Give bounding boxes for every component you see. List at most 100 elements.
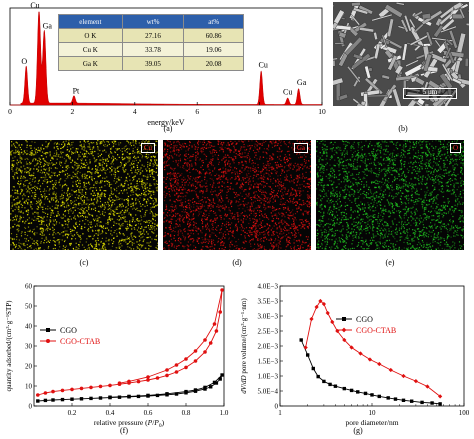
data-point bbox=[314, 304, 319, 310]
data-point bbox=[51, 389, 55, 394]
data-point bbox=[108, 395, 112, 399]
data-point bbox=[146, 393, 150, 398]
map-label-o: O bbox=[449, 143, 461, 153]
data-point bbox=[212, 322, 217, 326]
data-point bbox=[388, 367, 393, 373]
data-point bbox=[430, 401, 434, 405]
data-point bbox=[220, 288, 224, 292]
panel-label-b: (b) bbox=[398, 124, 408, 133]
data-point bbox=[311, 366, 315, 371]
legend-marker bbox=[341, 327, 347, 333]
y-tick-label: 2.0E−3 bbox=[258, 343, 279, 351]
data-point bbox=[165, 373, 169, 378]
data-point bbox=[60, 388, 65, 393]
data-point bbox=[367, 357, 373, 362]
x-tick-label: 100 bbox=[459, 409, 470, 417]
data-point bbox=[60, 397, 65, 402]
data-point bbox=[218, 310, 222, 314]
data-point bbox=[393, 397, 398, 401]
table-cell: Cu K bbox=[58, 42, 123, 57]
table-cell: 33.78 bbox=[121, 42, 185, 57]
data-point bbox=[146, 375, 150, 379]
data-point bbox=[203, 338, 207, 342]
table-row: Cu K 33.78 19.06 bbox=[58, 42, 244, 57]
eds-peak-label: O bbox=[21, 57, 27, 66]
y-tick-label: 4.0E−3 bbox=[258, 283, 279, 291]
data-point bbox=[220, 373, 224, 377]
data-point bbox=[127, 379, 131, 384]
data-point bbox=[377, 361, 382, 367]
data-point bbox=[208, 341, 213, 345]
data-point bbox=[203, 350, 207, 354]
data-point bbox=[370, 393, 374, 397]
x-axis-label: relative pressure (P/P0) bbox=[94, 418, 165, 429]
data-point bbox=[165, 368, 169, 372]
x-tick-label: 0.8 bbox=[182, 409, 191, 417]
data-point bbox=[79, 397, 84, 401]
sem-micrograph: 5 μm bbox=[333, 2, 469, 106]
data-point bbox=[316, 374, 320, 379]
y-axis-label: dV/dD pore volume/(cm³·g⁻¹·nm) bbox=[240, 298, 248, 394]
data-point bbox=[136, 394, 141, 399]
data-point bbox=[322, 379, 326, 384]
data-point bbox=[155, 393, 160, 398]
x-tick-label: 0.2 bbox=[68, 409, 77, 417]
x-tick-label: 0.6 bbox=[144, 409, 153, 417]
map-label-cu: Cu bbox=[140, 143, 155, 153]
eds-x-tick-label: 8 bbox=[258, 107, 262, 116]
y-tick-label: 5.0E−4 bbox=[258, 388, 279, 396]
data-point bbox=[79, 386, 84, 391]
data-point bbox=[349, 388, 354, 393]
data-point bbox=[299, 338, 303, 342]
data-point bbox=[127, 394, 131, 399]
elemental-map-cu: Cu bbox=[10, 140, 158, 250]
data-point bbox=[413, 378, 419, 384]
data-point bbox=[356, 390, 360, 394]
data-point bbox=[401, 373, 406, 379]
data-point bbox=[174, 392, 179, 396]
data-point bbox=[155, 376, 160, 380]
isotherm-chart: 0 10 20 30 40 50 60 0.2 0.4 0.6 0.8 1.0 CGO CGO-CTAB r… bbox=[5, 283, 229, 430]
legend-label: CGO bbox=[60, 326, 77, 335]
legend-marker bbox=[46, 328, 50, 332]
data-point bbox=[214, 329, 219, 333]
legend-label: CGO bbox=[356, 315, 373, 324]
data-point bbox=[51, 398, 55, 402]
table-cell: Ga K bbox=[58, 56, 123, 71]
x-tick-label: 0.4 bbox=[106, 409, 115, 417]
data-point bbox=[325, 310, 330, 316]
data-point bbox=[43, 391, 48, 395]
eds-x-tick-label: 0 bbox=[8, 107, 12, 116]
y-tick-label: 60 bbox=[25, 283, 33, 291]
pore-distribution-chart: 0 5.0E−4 1.0E−3 1.5E−3 2.0E−3 2.5E−3 3.0E−3 3.5… bbox=[240, 283, 470, 428]
eds-peak-label: Cu bbox=[258, 60, 267, 69]
panel-label-f: (f) bbox=[120, 426, 128, 435]
y-tick-label: 1.5E−3 bbox=[258, 358, 279, 366]
data-point bbox=[330, 319, 335, 325]
data-point bbox=[174, 363, 179, 367]
data-point bbox=[193, 359, 198, 363]
data-point bbox=[305, 353, 310, 357]
data-point bbox=[438, 402, 442, 406]
table-row: Ga K 39.05 20.08 bbox=[58, 56, 244, 71]
table-cell: 39.05 bbox=[121, 56, 185, 71]
y-tick-label: 50 bbox=[25, 303, 33, 311]
data-point bbox=[193, 349, 198, 353]
eds-x-axis-label: energy/keV bbox=[147, 118, 184, 127]
eds-peak-label: Ga bbox=[297, 78, 307, 87]
data-point bbox=[165, 392, 169, 396]
table-cell: 27.16 bbox=[121, 28, 185, 43]
table-cell: 19.06 bbox=[183, 42, 244, 57]
scale-bar-label: 5 μm bbox=[422, 88, 438, 96]
legend-label: CGO-CTAB bbox=[60, 337, 100, 346]
data-point bbox=[136, 379, 141, 384]
data-point bbox=[117, 381, 122, 385]
y-tick-label: 30 bbox=[25, 343, 33, 351]
data-point bbox=[214, 381, 219, 385]
data-point bbox=[342, 386, 347, 391]
eds-peak-label: Cu bbox=[283, 87, 292, 96]
x-tick-label: 10 bbox=[369, 409, 377, 417]
elemental-map-o: O bbox=[316, 140, 464, 250]
data-point bbox=[193, 388, 198, 392]
data-point bbox=[98, 384, 103, 389]
